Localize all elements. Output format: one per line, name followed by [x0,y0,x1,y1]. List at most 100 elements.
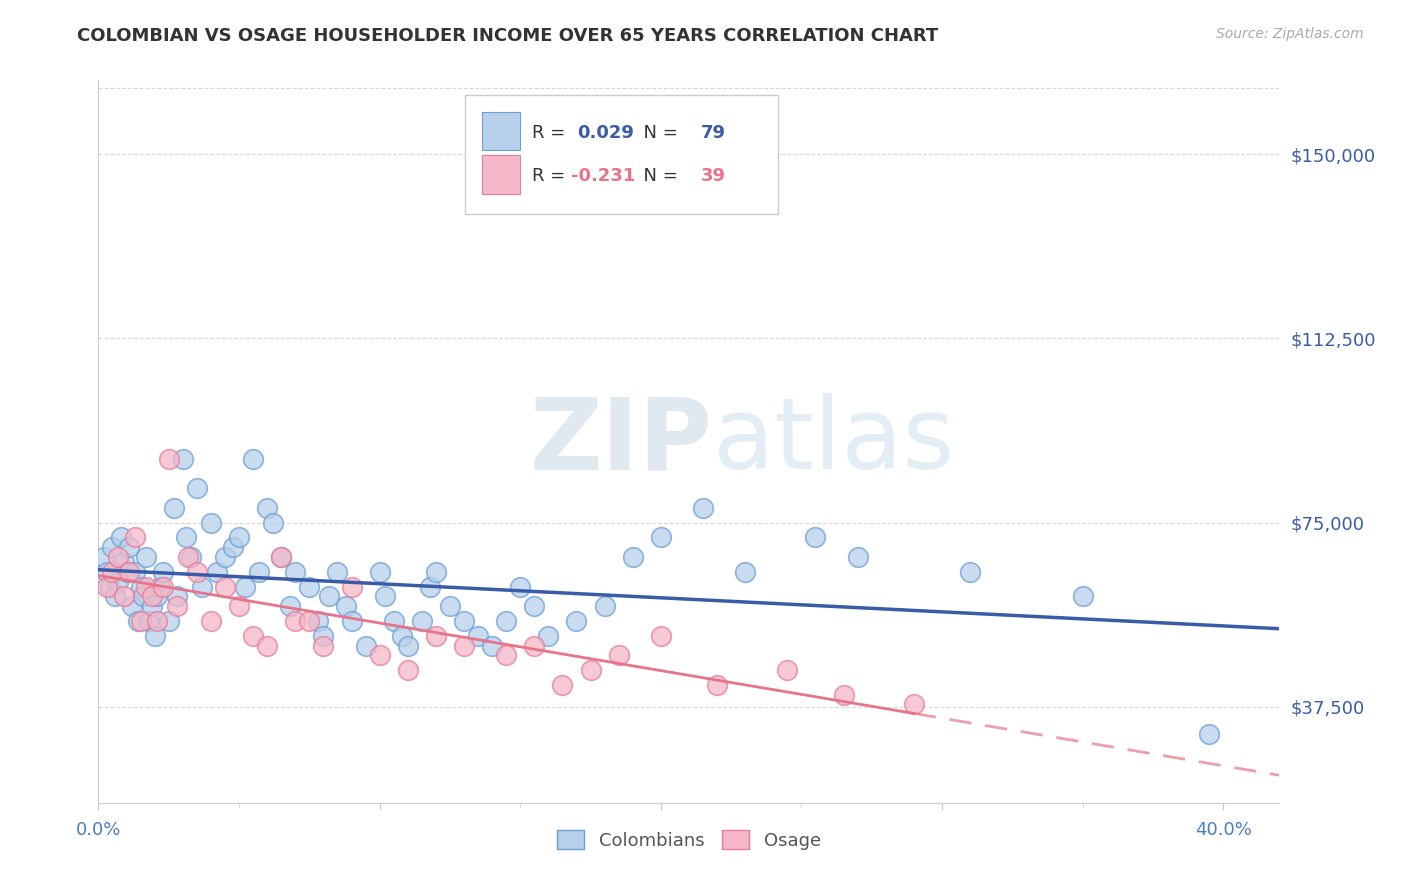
FancyBboxPatch shape [482,155,520,194]
Point [650,530,672,544]
Point [124,530,146,544]
Point [368,648,391,663]
Point [101,540,124,554]
Text: 39: 39 [700,168,725,186]
Point [391,629,413,643]
Point [177,549,200,564]
Point [523,639,546,653]
Point [846,549,869,564]
Point [135,549,157,564]
Point [692,500,714,515]
Point [278,599,301,614]
Text: -0.231: -0.231 [571,168,636,186]
Point [96,580,118,594]
Point [186,481,208,495]
Point [163,500,186,515]
Point [481,639,503,653]
Point [200,516,222,530]
Point [396,663,419,677]
Point [121,599,143,614]
Point [101,565,124,579]
Point [312,639,335,653]
Point [326,565,349,579]
Point [335,599,357,614]
Point [172,451,194,466]
Legend: Colombians, Osage: Colombians, Osage [548,822,830,859]
Point [523,599,546,614]
Point [127,614,149,628]
Point [152,580,174,594]
Point [247,565,270,579]
Point [340,614,363,628]
Point [157,451,180,466]
Point [1198,727,1220,741]
Point [270,549,292,564]
Point [214,580,236,594]
Point [146,590,169,604]
Point [228,599,250,614]
Point [551,678,574,692]
Point [129,614,152,628]
Point [107,574,129,589]
Point [439,599,461,614]
Point [425,629,447,643]
Point [143,629,166,643]
Point [115,565,138,579]
Point [411,614,433,628]
Point [307,614,329,628]
Point [368,565,391,579]
Point [129,580,152,594]
Text: atlas: atlas [713,393,955,490]
Point [298,614,321,628]
Point [93,549,115,564]
Point [107,549,129,564]
Point [138,614,160,628]
Text: COLOMBIAN VS OSAGE HOUSEHOLDER INCOME OVER 65 YEARS CORRELATION CHART: COLOMBIAN VS OSAGE HOUSEHOLDER INCOME OV… [77,27,939,45]
Point [495,614,517,628]
Point [565,614,588,628]
Text: N =: N = [633,124,683,142]
Point [112,590,135,604]
Point [149,580,172,594]
Point [110,530,132,544]
Point [650,629,672,643]
Point [233,580,256,594]
FancyBboxPatch shape [464,95,778,214]
Point [537,629,560,643]
Point [166,599,188,614]
Text: R =: R = [531,168,571,186]
Text: N =: N = [633,168,683,186]
Point [453,639,475,653]
Point [191,580,214,594]
Point [467,629,489,643]
Point [340,580,363,594]
Point [453,614,475,628]
Point [222,540,245,554]
Point [118,565,141,579]
Point [256,639,278,653]
Point [270,549,292,564]
Point [312,629,335,643]
Point [124,565,146,579]
Point [200,614,222,628]
Point [141,590,163,604]
Point [425,565,447,579]
Point [214,549,236,564]
Point [959,565,981,579]
Point [146,614,169,628]
Point [734,565,756,579]
FancyBboxPatch shape [482,112,520,151]
Point [804,530,827,544]
Point [118,540,141,554]
Text: R =: R = [531,124,571,142]
Point [157,614,180,628]
Point [242,629,264,643]
Point [495,648,517,663]
Point [593,599,616,614]
Point [903,698,925,712]
Point [242,451,264,466]
Point [396,639,419,653]
Point [382,614,405,628]
Point [419,580,441,594]
Point [832,688,855,702]
